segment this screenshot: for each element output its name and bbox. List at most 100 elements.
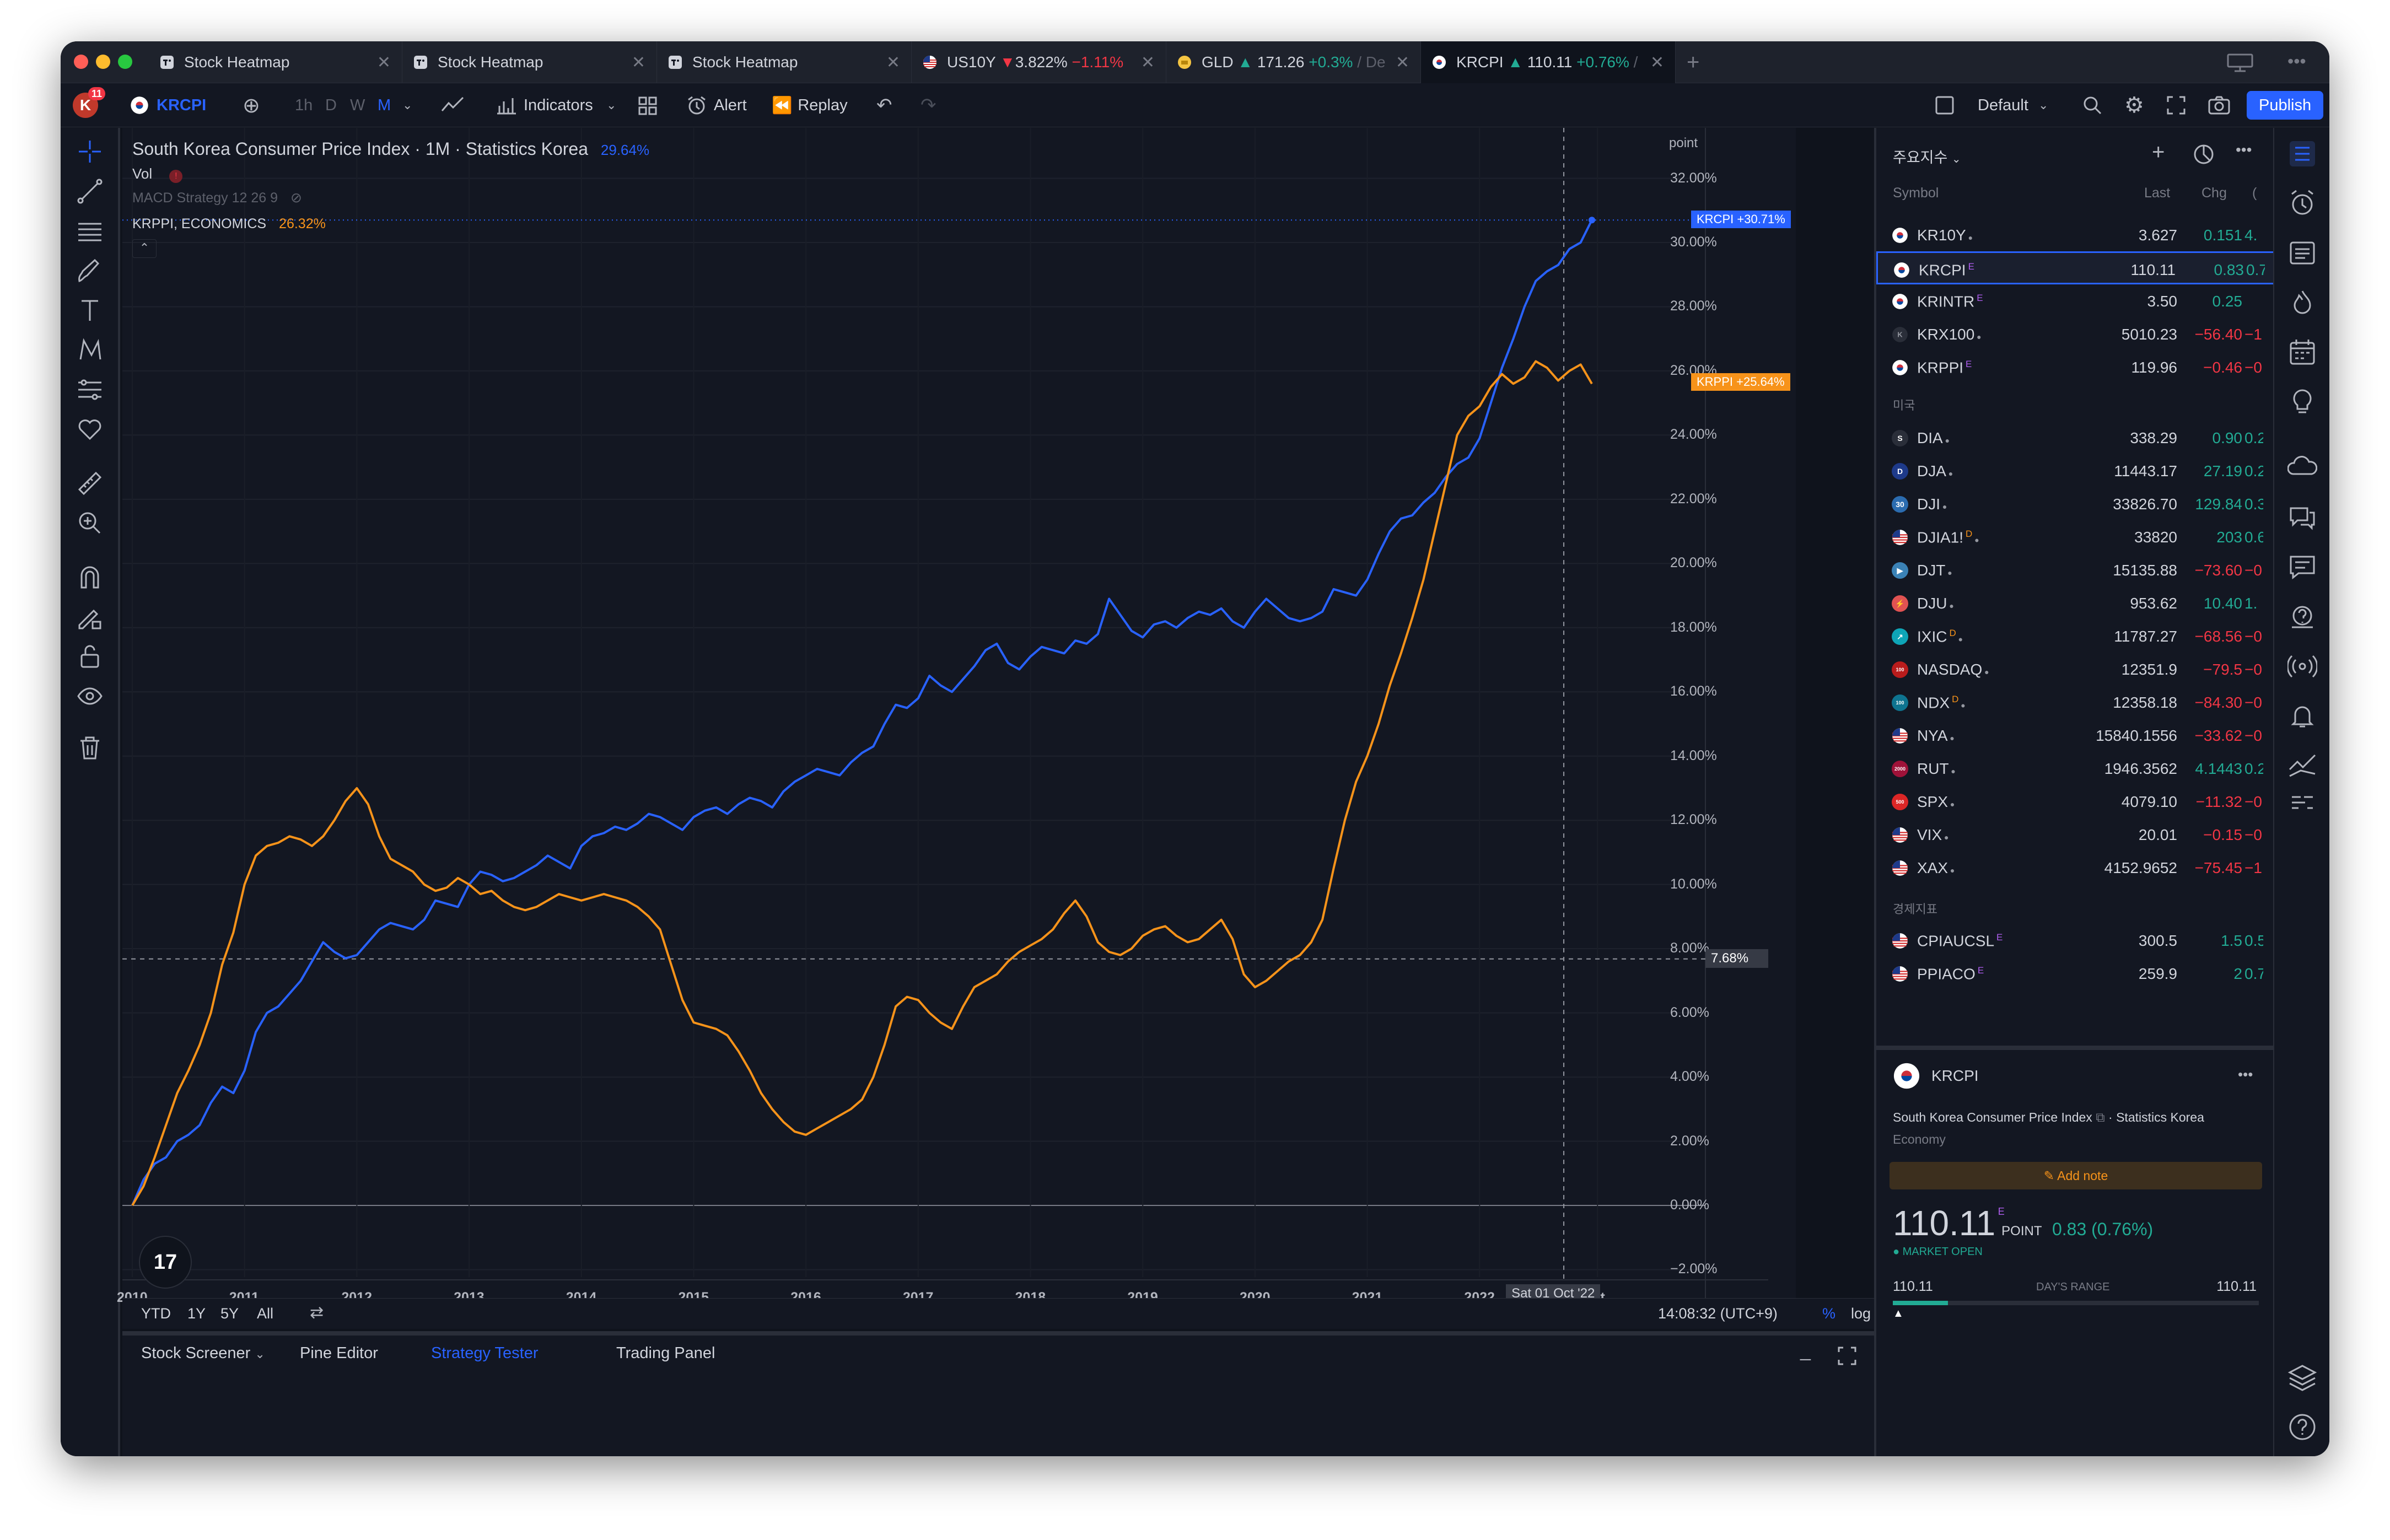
hotlists-icon[interactable] [2287, 288, 2317, 317]
collapse-legend-button[interactable]: ⌃ [132, 239, 157, 258]
watchlist-row[interactable]: 100 NDX D ● 12358.18 −84.30 −0 [1876, 686, 2275, 719]
object-tree-icon[interactable] [2287, 1363, 2317, 1392]
trash-icon[interactable] [76, 734, 104, 762]
clock-time[interactable]: 14:08:32 (UTC+9) [1658, 1305, 1778, 1322]
volume-legend[interactable]: Vol ! [132, 165, 183, 183]
gear-icon[interactable]: ⚙ [2124, 93, 2144, 117]
section-header[interactable]: 경제지표 [1893, 902, 1937, 916]
watchlist-title[interactable]: 주요지수 ⌄ [1893, 149, 1961, 166]
notifications-icon[interactable] [2287, 701, 2317, 731]
tab-stock-heatmap-3[interactable]: Stock Heatmap ✕ [657, 41, 912, 83]
heart-icon[interactable] [76, 416, 104, 443]
broadcast-icon[interactable] [2287, 651, 2317, 681]
watchlist-row[interactable]: KR10Y ● 3.627 0.151 4. [1876, 218, 2275, 251]
replay-button[interactable]: ⏪ Replay [772, 83, 848, 127]
watchlist-row[interactable]: KRINTR E 3.50 0.25 [1876, 284, 2275, 317]
undo-icon[interactable]: ↶ [876, 95, 892, 116]
pattern-icon[interactable] [76, 336, 104, 364]
watchlist-row[interactable]: S DIA ● 338.29 0.90 0.2 [1876, 421, 2275, 454]
watchlist-icon[interactable] [2287, 139, 2317, 169]
minimize-window-button[interactable] [96, 55, 110, 69]
tab-trading-panel[interactable]: Trading Panel [616, 1344, 715, 1362]
avatar[interactable]: K 11 [73, 83, 106, 127]
log-scale-toggle[interactable]: log [1851, 1305, 1871, 1322]
details-more-icon[interactable]: ••• [2238, 1066, 2253, 1083]
close-icon[interactable]: ✕ [886, 53, 900, 72]
watchlist-row[interactable]: CPIAUCSL E 300.5 1.5 0.5 [1876, 924, 2275, 957]
unlock-icon[interactable] [76, 643, 104, 670]
section-header[interactable]: 미국 [1893, 399, 1915, 412]
range-1y[interactable]: 1Y [187, 1305, 206, 1322]
watchlist-row[interactable]: PPIACO E 259.9 2 0.7 [1876, 957, 2275, 990]
calendar-icon[interactable] [2287, 337, 2317, 367]
zoom-in-icon[interactable] [76, 509, 104, 537]
publish-button[interactable]: Publish [2247, 91, 2324, 120]
prediction-icon[interactable] [76, 376, 104, 403]
pencil-lock-icon[interactable] [76, 603, 104, 631]
details-category[interactable]: Economy [1893, 1132, 1946, 1146]
chevron-down-icon[interactable]: ⌄ [606, 98, 617, 112]
watchlist-row[interactable]: KRCPI E 110.11 0.83 0.7 [1876, 251, 2275, 284]
crosshair-icon[interactable] [76, 138, 104, 165]
strategy-legend[interactable]: MACD Strategy 12 26 9 ⊘ [132, 190, 302, 206]
close-icon[interactable]: ✕ [1140, 53, 1155, 72]
symbol-search-button[interactable]: KRCPI [130, 83, 206, 127]
streams-icon[interactable] [2287, 453, 2317, 483]
eye-off-icon[interactable]: ⊘ [290, 190, 302, 206]
alerts-icon[interactable] [2287, 189, 2317, 218]
interval-w[interactable]: W [350, 96, 365, 114]
percent-scale-toggle[interactable]: % [1822, 1305, 1836, 1322]
camera-icon[interactable] [2208, 95, 2230, 115]
help-center-icon[interactable] [2287, 602, 2317, 632]
watchlist-row[interactable]: XAX ● 4152.9652 −75.45 −1 [1876, 851, 2275, 884]
watchlist-row[interactable]: ↗ IXIC D ● 11787.27 −68.56 −0 [1876, 620, 2275, 653]
chevron-down-icon[interactable]: ⌄ [402, 98, 413, 112]
panel-divider[interactable] [1876, 1046, 2275, 1050]
zoom-window-button[interactable] [118, 55, 132, 69]
more-options-icon[interactable]: ••• [2236, 141, 2252, 158]
close-icon[interactable]: ✕ [631, 53, 645, 72]
tab-strategy-tester[interactable]: Strategy Tester [431, 1344, 539, 1362]
new-tab-button[interactable]: + [1687, 50, 1700, 74]
tab-stock-heatmap-1[interactable]: Stock Heatmap ✕ [149, 41, 402, 83]
fib-retracement-icon[interactable] [76, 217, 104, 245]
watchlist-row[interactable]: 100 NASDAQ ● 12351.9 −79.5 −0 [1876, 653, 2275, 686]
maximize-panel-icon[interactable] [1838, 1347, 1856, 1365]
layout-icon[interactable] [2227, 53, 2253, 72]
help-icon[interactable] [2287, 1412, 2317, 1442]
eye-icon[interactable] [76, 682, 104, 710]
watchlist-row[interactable]: KRPPI E 119.96 −0.46 −0 [1876, 351, 2275, 384]
watchlist-row[interactable]: 500 SPX ● 4079.10 −11.32 −0 [1876, 785, 2275, 818]
dom-icon[interactable] [2287, 789, 2317, 819]
close-icon[interactable]: ✕ [1395, 53, 1409, 72]
watchlist-row[interactable]: VIX ● 20.01 −0.15 −0 [1876, 818, 2275, 851]
brush-icon[interactable] [76, 257, 104, 284]
add-note-button[interactable]: ✎ Add note [1890, 1162, 2262, 1189]
chart-type-icon[interactable] [441, 95, 465, 115]
col-chg[interactable]: Chg [2201, 185, 2227, 201]
tab-krcpi[interactable]: KRCPI ▲ 110.11 +0.76% / ✕ [1421, 41, 1676, 83]
close-icon[interactable]: ✕ [376, 53, 391, 72]
series-line-krppi[interactable] [131, 360, 1593, 1207]
add-symbol-icon[interactable]: + [2152, 140, 2165, 164]
redo-icon[interactable]: ↷ [921, 95, 936, 116]
alert-button[interactable]: Alert [686, 83, 747, 127]
tab-us10y[interactable]: US10Y ▼3.822% −1.11% ✕ [912, 41, 1166, 83]
watchlist-row[interactable]: ⚡ DJU ● 953.62 10.40 1. [1876, 586, 2275, 620]
close-window-button[interactable] [74, 55, 88, 69]
range-5y[interactable]: 5Y [220, 1305, 239, 1322]
watchlist-row[interactable]: 2000 RUT ● 1946.3562 4.1443 0.2 [1876, 752, 2275, 785]
messages-icon[interactable] [2287, 552, 2317, 582]
minimize-panel-icon[interactable]: _ [1800, 1340, 1811, 1361]
layout-name[interactable]: Default [1978, 96, 2028, 114]
interval-d[interactable]: D [325, 96, 337, 114]
chart-pane[interactable]: South Korea Consumer Price Index · 1M · … [117, 128, 1895, 1313]
date-range-icon[interactable]: ⇄ [310, 1304, 324, 1322]
advanced-view-icon[interactable] [2193, 143, 2215, 165]
tab-pine-editor[interactable]: Pine Editor [300, 1344, 378, 1362]
compare-legend[interactable]: KRPPI, ECONOMICS 26.32% [132, 216, 326, 232]
interval-m[interactable]: M [378, 96, 391, 114]
chats-icon[interactable] [2287, 503, 2317, 532]
layout-square-icon[interactable] [1935, 95, 1955, 115]
series-line-krcpi[interactable] [131, 219, 1593, 1206]
